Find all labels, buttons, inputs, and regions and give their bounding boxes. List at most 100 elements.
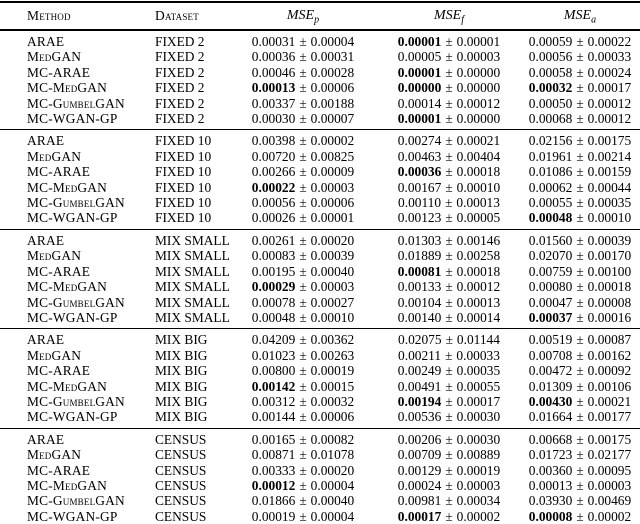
- plus-minus-sign: ±: [299, 95, 307, 111]
- mse-mean: 0.00140: [397, 309, 442, 325]
- plus-minus-sign: ±: [576, 279, 584, 295]
- plus-minus-sign: ±: [299, 363, 307, 379]
- plus-minus-sign: ±: [299, 111, 307, 127]
- mse-f-cell: 0.00024 ±0.00003: [378, 478, 520, 493]
- method-cell: MedGAN: [27, 347, 82, 363]
- mse-mean: 0.00046: [251, 64, 296, 80]
- mse-mean: 0.00333: [251, 462, 296, 478]
- plus-minus-sign: ±: [576, 80, 584, 96]
- mse-a-cell: 0.00013 ±0.00003: [520, 478, 640, 493]
- mse-stddev: 0.00263: [310, 347, 355, 363]
- dataset-cell: FIXED 2: [155, 95, 205, 111]
- dataset-group-fixed-2: ARAE FIXED 2 0.00031 ±0.00004 0.00001 ±0.0000…: [0, 30, 640, 130]
- table-row: MC-MedGAN FIXED 10 0.00022 ±0.00003 0.00167 ±…: [0, 180, 640, 195]
- plus-minus-sign: ±: [576, 164, 584, 180]
- dataset-cell: CENSUS: [155, 508, 207, 524]
- plus-minus-sign: ±: [576, 332, 584, 348]
- dataset-cell: MIX BIG: [155, 409, 208, 425]
- plus-minus-sign: ±: [445, 477, 453, 493]
- mse-mean: 0.02156: [528, 133, 573, 149]
- mse-stddev: 0.00010: [456, 179, 501, 195]
- mse-f-cell: 0.00709 ±0.00889: [378, 447, 520, 462]
- mse-f-subscript: f: [461, 14, 464, 26]
- mse-mean-best: 0.00012: [251, 477, 296, 493]
- mse-mean: 0.00059: [528, 34, 573, 49]
- col-header-mse-p: MSEp: [228, 2, 378, 31]
- mse-f-cell: 0.00981 ±0.00034: [378, 493, 520, 508]
- mse-f-cell: 0.00000 ±0.00000: [378, 80, 520, 95]
- mse-p-cell: 0.00333 ±0.00020: [228, 463, 378, 478]
- mse-mean: 0.00261: [251, 232, 296, 248]
- mse-mean: 0.00165: [251, 431, 296, 447]
- mse-mean: 0.00062: [528, 179, 573, 195]
- plus-minus-sign: ±: [576, 363, 584, 379]
- plus-minus-sign: ±: [445, 363, 453, 379]
- dataset-cell: CENSUS: [155, 462, 207, 478]
- mse-f-cell: 0.00536 ±0.00030: [378, 409, 520, 428]
- mse-f-cell: 0.00001 ±0.00001: [378, 30, 520, 49]
- mse-mean: 0.01664: [528, 409, 573, 425]
- dataset-group-census: ARAE CENSUS 0.00165 ±0.00082 0.00206 ±0.00030…: [0, 428, 640, 524]
- mse-a-cell: 0.00048 ±0.00010: [520, 210, 640, 229]
- method-cell: MC-WGAN-GP: [27, 111, 118, 127]
- mse-mean-best: 0.00001: [397, 64, 442, 80]
- mse-f-label: MSE: [434, 8, 462, 23]
- plus-minus-sign: ±: [576, 95, 584, 111]
- mse-mean: 0.00709: [397, 447, 442, 463]
- method-cell: MC-WGAN-GP: [27, 210, 118, 226]
- mse-stddev: 0.00175: [587, 133, 632, 149]
- dataset-cell: MIX SMALL: [155, 248, 230, 264]
- mse-f-cell: 0.01889 ±0.00258: [378, 248, 520, 263]
- mse-mean: 0.00058: [528, 64, 573, 80]
- method-cell: ARAE: [27, 232, 65, 248]
- mse-a-cell: 0.02156 ±0.00175: [520, 130, 640, 149]
- mse-stddev: 0.00017: [456, 393, 501, 409]
- method-cell: MC-MedGAN: [27, 477, 108, 493]
- mse-stddev: 0.02177: [587, 447, 632, 463]
- mse-mean: 0.01560: [528, 232, 573, 248]
- table-row: MC-WGAN-GP MIX SMALL 0.00048 ±0.00010 0.0014…: [0, 310, 640, 329]
- mse-a-cell: 0.00008 ±0.00002: [520, 509, 640, 524]
- mse-mean: 0.00274: [397, 133, 442, 149]
- mse-stddev: 0.00003: [456, 49, 501, 65]
- plus-minus-sign: ±: [445, 508, 453, 524]
- mse-mean: 0.01023: [251, 347, 296, 363]
- mse-mean: 0.00519: [528, 332, 573, 348]
- table-row: ARAE MIX SMALL 0.00261 ±0.00020 0.01303 ±0.00…: [0, 229, 640, 248]
- table-row: MC-ARAE CENSUS 0.00333 ±0.00020 0.00129 ±0.00…: [0, 463, 640, 478]
- plus-minus-sign: ±: [299, 309, 307, 325]
- plus-minus-sign: ±: [445, 431, 453, 447]
- plus-minus-sign: ±: [576, 195, 584, 211]
- mse-mean-best: 0.00036: [397, 164, 442, 180]
- mse-stddev: 0.00018: [456, 263, 501, 279]
- mse-mean-best: 0.00008: [528, 508, 573, 524]
- dataset-cell: MIX SMALL: [155, 294, 230, 310]
- mse-f-cell: 0.00491 ±0.00055: [378, 379, 520, 394]
- table-row: MedGAN MIX BIG 0.01023 ±0.00263 0.00211 ±0.00…: [0, 348, 640, 363]
- method-cell: ARAE: [27, 332, 65, 348]
- mse-stddev: 0.00005: [456, 210, 501, 226]
- dataset-cell: MIX BIG: [155, 393, 208, 409]
- mse-a-cell: 0.00059 ±0.00022: [520, 30, 640, 49]
- plus-minus-sign: ±: [445, 49, 453, 65]
- method-cell: MedGAN: [27, 148, 82, 164]
- mse-f-cell: 0.00206 ±0.00030: [378, 428, 520, 447]
- plus-minus-sign: ±: [445, 195, 453, 211]
- plus-minus-sign: ±: [576, 431, 584, 447]
- mse-a-label: MSE: [563, 8, 592, 23]
- mse-stddev: 0.00030: [456, 409, 501, 425]
- mse-f-cell: 0.00133 ±0.00012: [378, 279, 520, 294]
- mse-mean: 0.00036: [251, 49, 296, 65]
- mse-mean: 0.00472: [528, 363, 573, 379]
- mse-stddev: 0.00003: [587, 477, 632, 493]
- table-header: Method Dataset MSEp MSEf MSEa: [0, 2, 640, 31]
- mse-stddev: 0.00012: [456, 95, 501, 111]
- mse-stddev: 0.00015: [310, 378, 355, 394]
- mse-f-cell: 0.02075 ±0.01144: [378, 329, 520, 348]
- mse-stddev: 0.00469: [587, 493, 632, 509]
- plus-minus-sign: ±: [576, 477, 584, 493]
- mse-f-cell: 0.00104 ±0.00013: [378, 295, 520, 310]
- dataset-cell: MIX BIG: [155, 378, 208, 394]
- mse-stddev: 0.00004: [310, 508, 355, 524]
- mse-mean: 0.00026: [251, 210, 296, 226]
